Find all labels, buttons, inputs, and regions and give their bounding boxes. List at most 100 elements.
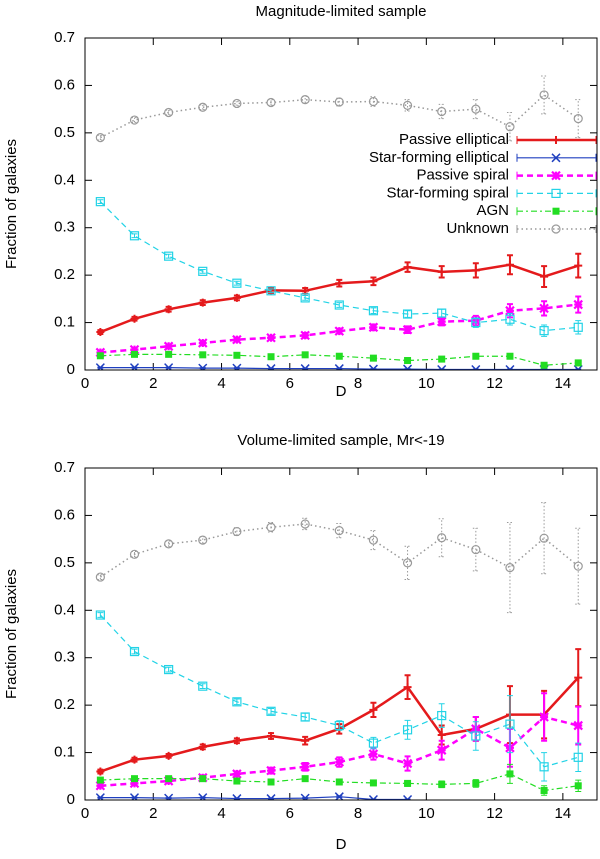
marker: [164, 107, 174, 118]
marker: [334, 720, 344, 731]
x-tick-label: 8: [354, 375, 362, 392]
error-bar: [233, 698, 240, 706]
marker: [573, 114, 583, 124]
error-bar: [302, 517, 309, 531]
marker: [436, 316, 447, 327]
marker: [573, 561, 583, 571]
marker: [574, 261, 583, 270]
x-tick-label: 4: [217, 805, 225, 822]
marker: [403, 263, 412, 272]
marker: [266, 522, 276, 532]
marker: [130, 350, 138, 358]
x-tick-label: 4: [217, 375, 225, 392]
marker: [129, 793, 140, 800]
y-tick-label: 0: [67, 791, 75, 808]
marker: [540, 361, 548, 369]
marker: [232, 278, 242, 288]
marker: [552, 136, 560, 144]
marker: [506, 352, 514, 360]
marker: [130, 755, 139, 764]
marker: [129, 646, 140, 657]
marker: [300, 793, 310, 800]
y-tick-label: 0.4: [54, 171, 75, 188]
marker: [198, 298, 207, 307]
marker: [199, 775, 207, 783]
error-bar: [165, 109, 172, 116]
y-tick-label: 0.1: [54, 314, 75, 331]
error-bar: [472, 527, 479, 572]
x-tick-label: 14: [555, 375, 572, 392]
error-bar: [268, 522, 275, 533]
y-tick-label: 0: [67, 361, 75, 378]
marker: [232, 363, 242, 370]
marker: [232, 769, 242, 779]
error-bar: [131, 117, 138, 123]
marker: [300, 95, 310, 105]
marker: [129, 363, 140, 370]
marker: [164, 305, 173, 314]
marker: [129, 344, 140, 355]
marker: [95, 133, 105, 143]
marker: [369, 705, 378, 714]
marker: [505, 562, 515, 573]
marker: [573, 322, 583, 332]
marker: [266, 706, 276, 716]
legend-errorbar-ends: [516, 225, 597, 233]
marker: [301, 351, 309, 359]
marker: [368, 322, 379, 333]
error-bar: [541, 502, 548, 575]
marker: [438, 780, 446, 788]
plot-area: [95, 75, 584, 370]
error-bar: [268, 288, 275, 294]
error-bar: [233, 100, 240, 107]
x-tick-label: 14: [555, 805, 572, 822]
marker: [164, 793, 174, 800]
error-bar: [336, 522, 343, 539]
marker: [130, 314, 139, 323]
plot-frame: [84, 37, 598, 371]
marker: [129, 778, 140, 789]
marker: [471, 104, 481, 114]
marker: [300, 364, 310, 370]
marker: [436, 745, 447, 755]
marker: [300, 519, 310, 529]
y-tick-label: 0.6: [54, 76, 75, 93]
error-bar: [97, 134, 104, 141]
error-bar: [268, 99, 275, 106]
marker: [539, 90, 549, 100]
marker: [505, 314, 515, 324]
y-tick-label: 0.6: [54, 506, 75, 523]
x-axis-label: D: [336, 383, 347, 400]
marker: [95, 780, 106, 791]
series-line: [100, 796, 408, 800]
y-tick-label: 0.1: [54, 744, 75, 761]
marker: [267, 731, 276, 740]
marker: [472, 352, 480, 360]
marker: [95, 572, 105, 582]
marker: [267, 778, 275, 786]
marker: [369, 779, 377, 787]
marker: [165, 350, 173, 358]
marker: [539, 762, 549, 772]
marker: [471, 731, 481, 741]
marker: [232, 98, 242, 109]
legend-errorbar-ends: [516, 171, 597, 180]
legend-errorbar-ends: [516, 189, 597, 198]
marker: [266, 332, 276, 343]
error-bar: [404, 719, 411, 740]
error-bar: [404, 310, 411, 318]
marker: [96, 767, 105, 776]
marker: [551, 170, 561, 181]
error-bar: [404, 99, 411, 112]
marker: [95, 610, 105, 620]
marker: [551, 153, 561, 163]
error-bar: [97, 612, 104, 618]
error-bar: [438, 703, 445, 728]
marker: [368, 306, 379, 316]
error-bar: [438, 518, 445, 558]
marker: [334, 757, 345, 767]
marker: [574, 673, 583, 682]
y-tick-label: 0.4: [54, 601, 75, 618]
marker: [368, 364, 378, 370]
marker: [198, 742, 207, 751]
